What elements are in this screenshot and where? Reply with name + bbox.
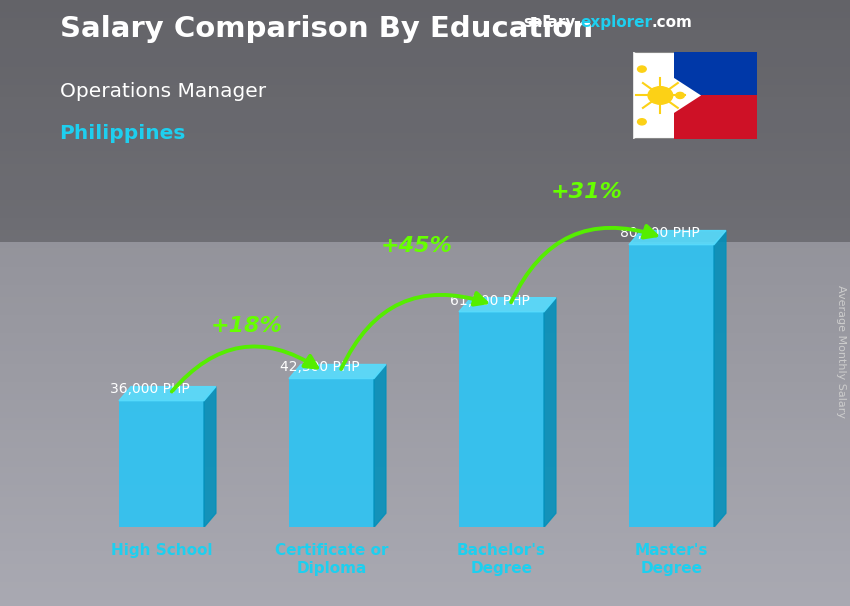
Text: +31%: +31%	[551, 182, 622, 202]
Polygon shape	[459, 298, 556, 311]
Text: 80,400 PHP: 80,400 PHP	[620, 227, 700, 241]
Polygon shape	[544, 298, 556, 527]
Text: +18%: +18%	[211, 316, 282, 336]
Polygon shape	[289, 364, 386, 379]
FancyBboxPatch shape	[629, 245, 714, 527]
Polygon shape	[629, 230, 726, 245]
Text: Salary Comparison By Education: Salary Comparison By Education	[60, 15, 592, 43]
FancyBboxPatch shape	[0, 0, 850, 242]
Text: explorer: explorer	[581, 15, 653, 30]
Polygon shape	[204, 387, 216, 527]
Text: 61,300 PHP: 61,300 PHP	[450, 293, 530, 307]
Circle shape	[648, 87, 672, 104]
Circle shape	[638, 119, 646, 125]
Text: +45%: +45%	[381, 236, 452, 256]
Text: Operations Manager: Operations Manager	[60, 82, 265, 101]
Polygon shape	[714, 230, 726, 527]
FancyBboxPatch shape	[459, 311, 544, 527]
FancyBboxPatch shape	[119, 401, 204, 527]
Text: salary: salary	[523, 15, 575, 30]
Text: Average Monthly Salary: Average Monthly Salary	[836, 285, 846, 418]
Circle shape	[638, 66, 646, 72]
Polygon shape	[633, 52, 701, 139]
FancyBboxPatch shape	[289, 379, 374, 527]
Text: 42,300 PHP: 42,300 PHP	[280, 361, 360, 375]
Text: .com: .com	[651, 15, 692, 30]
Text: 36,000 PHP: 36,000 PHP	[110, 382, 190, 396]
Bar	[674, 95, 756, 139]
Bar	[674, 52, 756, 95]
Text: Philippines: Philippines	[60, 124, 186, 143]
Circle shape	[676, 92, 684, 99]
Polygon shape	[119, 387, 216, 401]
Polygon shape	[374, 364, 386, 527]
